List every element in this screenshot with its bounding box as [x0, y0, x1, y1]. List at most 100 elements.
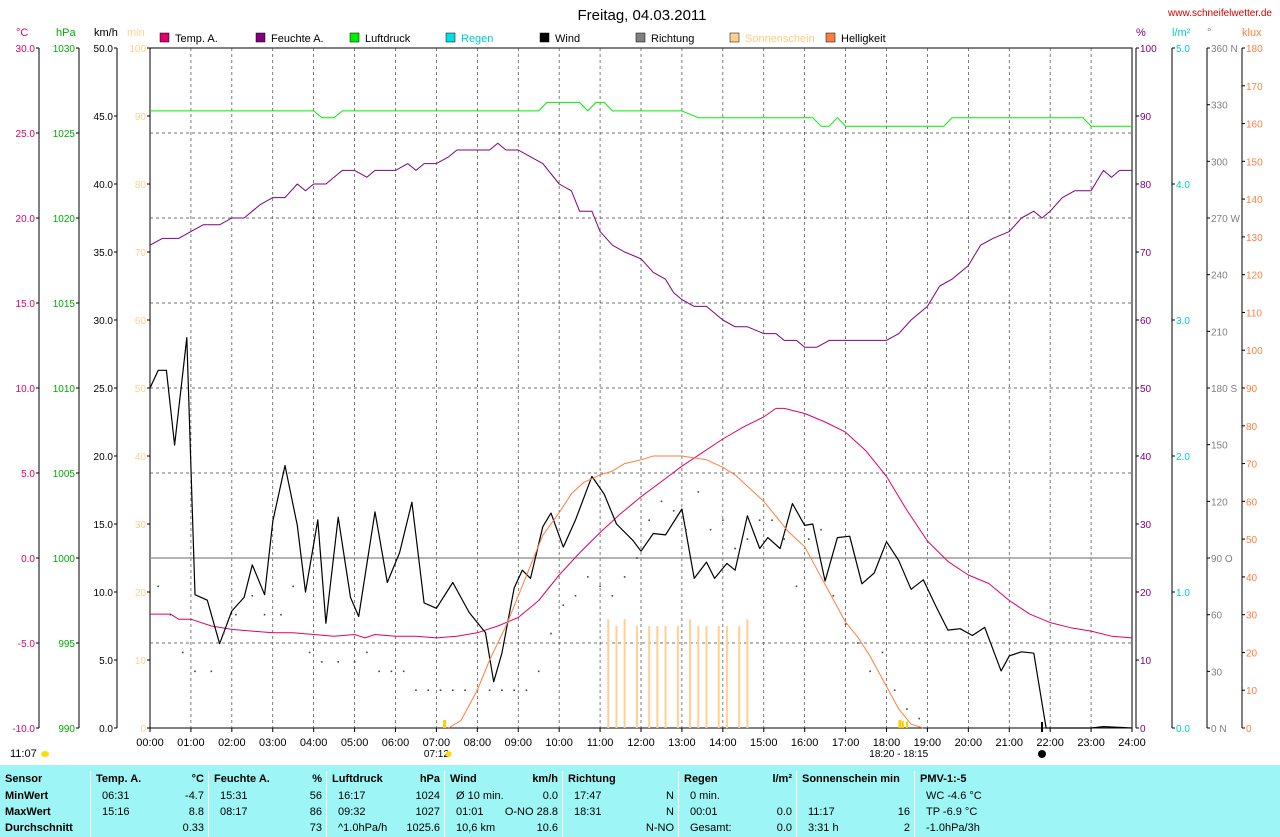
direction-point	[210, 670, 213, 673]
sunset-label: 18:20 - 18:15	[869, 749, 928, 760]
direction-point	[746, 538, 749, 540]
x-tick-label: 18:00	[873, 737, 901, 749]
stats-header-unit: hPa	[419, 773, 440, 785]
temp-axis-unit: °C	[16, 27, 28, 39]
brightness-tick-label: 30	[1246, 611, 1258, 622]
direction-tick-label: 90 O	[1211, 554, 1233, 565]
stats-row: 11:17 16	[802, 804, 910, 820]
stats-column-5: Wind km/h Ø 10 min. 0.0 01:01 O-NO 28.8 10,6 k…	[444, 771, 562, 837]
stats-cell-time: TP -6.9 °C	[926, 806, 978, 818]
stats-header-unit: %	[312, 773, 322, 785]
rain-tick-label: 3.0	[1176, 316, 1190, 327]
stats-cell-time: 18:31	[574, 806, 602, 818]
stats-row: 18:31 N	[568, 804, 674, 820]
brightness-tick-label: 100	[1246, 346, 1263, 357]
markers: 11:07 07:12 18:20 - 18:15	[10, 720, 1046, 760]
stats-column-4: Luftdruck hPa 16:17 1024 09:32 1027 ^1.0hPa/h 1…	[326, 771, 444, 837]
x-tick-label: 06:00	[382, 737, 410, 749]
humidity-tick-label: 30	[1140, 520, 1152, 531]
series-feuchte-a	[149, 142, 1132, 348]
direction-point	[427, 689, 430, 692]
x-tick-label: 15:00	[750, 737, 778, 749]
wind-tick-label: 10.0	[94, 588, 114, 599]
temp-tick-label: 15.0	[16, 299, 36, 310]
brightness-tick-label: 70	[1246, 460, 1258, 471]
legend-swatch-1	[159, 32, 170, 43]
brightness-tick-label: 180	[1246, 44, 1263, 55]
stats-column-1: Sensor MinWert MaxWert Durchschnitt	[0, 771, 90, 837]
direction-point	[513, 689, 515, 692]
stats-cell-time: 16:17	[338, 790, 366, 802]
stats-cell-value: 0.33	[182, 822, 204, 834]
grid	[150, 48, 1132, 728]
stats-cell-time: -1.0hPa/3h	[926, 822, 980, 834]
wind-tick-label: 25.0	[94, 384, 114, 395]
direction-point	[235, 613, 237, 616]
series-helligkeit	[448, 455, 924, 729]
stats-cell-time: MaxWert	[5, 806, 51, 818]
direction-point	[488, 689, 491, 692]
direction-tick-label: 210	[1211, 327, 1228, 338]
direction-point	[550, 632, 552, 635]
stats-cell-value: N	[666, 790, 674, 802]
stats-header-label: Sonnenschein min	[802, 773, 900, 785]
series-temp-a	[150, 407, 1133, 639]
sunrise-sun-icon	[445, 751, 452, 757]
direction-point	[157, 585, 159, 588]
direction-tick-label: 60	[1211, 611, 1223, 622]
brightness-tick-label: 0	[1246, 724, 1252, 735]
brightness-tick-label: 120	[1246, 271, 1263, 282]
direction-point	[390, 670, 393, 673]
temp-tick-label: 30.0	[16, 44, 36, 55]
stats-header-label: Sensor	[5, 773, 43, 785]
pressure-tick-label: 1010	[53, 384, 76, 395]
x-tick-label: 13:00	[668, 737, 696, 749]
direction-point	[660, 500, 663, 503]
direction-point	[807, 538, 810, 540]
direction-point	[308, 651, 311, 654]
stats-header: Sensor	[5, 771, 86, 787]
sunshine-tick-label: 60	[135, 316, 147, 327]
stats-header-label: Richtung	[568, 773, 616, 785]
stats-cell-time: 3:31 h	[808, 822, 839, 834]
pressure-tick-label: 1020	[53, 214, 76, 225]
direction-point	[636, 557, 638, 559]
stats-cell-time: Gesamt:	[690, 822, 732, 834]
sunshine-tick-label: 10	[135, 656, 147, 667]
humidity-tick-label: 70	[1140, 248, 1152, 259]
stats-cell-value: 10.6	[536, 822, 558, 834]
wind-tick-label: 45.0	[94, 112, 114, 123]
direction-point	[611, 594, 614, 597]
direction-point	[758, 519, 761, 522]
direction-point	[587, 576, 589, 578]
stats-column-3: Feuchte A.% 15:31 56 08:17 86 73	[208, 771, 326, 837]
stats-row: 3:31 h 2	[802, 820, 910, 836]
direction-point	[709, 528, 712, 531]
stats-cell-value: 86	[309, 806, 322, 818]
direction-point	[181, 651, 184, 654]
stats-row: 15:16 8.8	[96, 804, 204, 820]
stats-cell-time: 08:17	[220, 806, 248, 818]
legend-swatch-8	[825, 32, 836, 43]
brightness-tick-label: 10	[1246, 686, 1258, 697]
x-tick-label: 02:00	[218, 737, 246, 749]
stats-cell-value: 1027	[415, 806, 440, 818]
site-url[interactable]: www.schneifelwetter.de	[1167, 8, 1272, 19]
legend-label-6: Richtung	[651, 33, 694, 45]
stats-row: Ø 10 min. 0.0	[450, 788, 558, 804]
stats-cell-time: 11:17	[808, 806, 835, 818]
rain-tick-label: 1.0	[1176, 588, 1190, 599]
stats-row: 0.33	[96, 820, 204, 836]
stats-cell-time: 06:31	[102, 790, 130, 802]
stats-header: Feuchte A.%	[214, 771, 322, 787]
brightness-tick-label: 130	[1246, 233, 1263, 244]
rain-tick-label: 0.0	[1176, 724, 1190, 735]
x-tick-label: 24:00	[1118, 737, 1146, 749]
wind-tick-label: 20.0	[94, 452, 114, 463]
temp-tick-label: 10.0	[16, 384, 36, 395]
brightness-tick-label: 160	[1246, 120, 1263, 131]
direction-point	[292, 585, 295, 588]
pressure-axis-unit: hPa	[56, 27, 76, 39]
rain-tick-label: 4.0	[1176, 180, 1190, 191]
direction-point	[501, 689, 503, 692]
